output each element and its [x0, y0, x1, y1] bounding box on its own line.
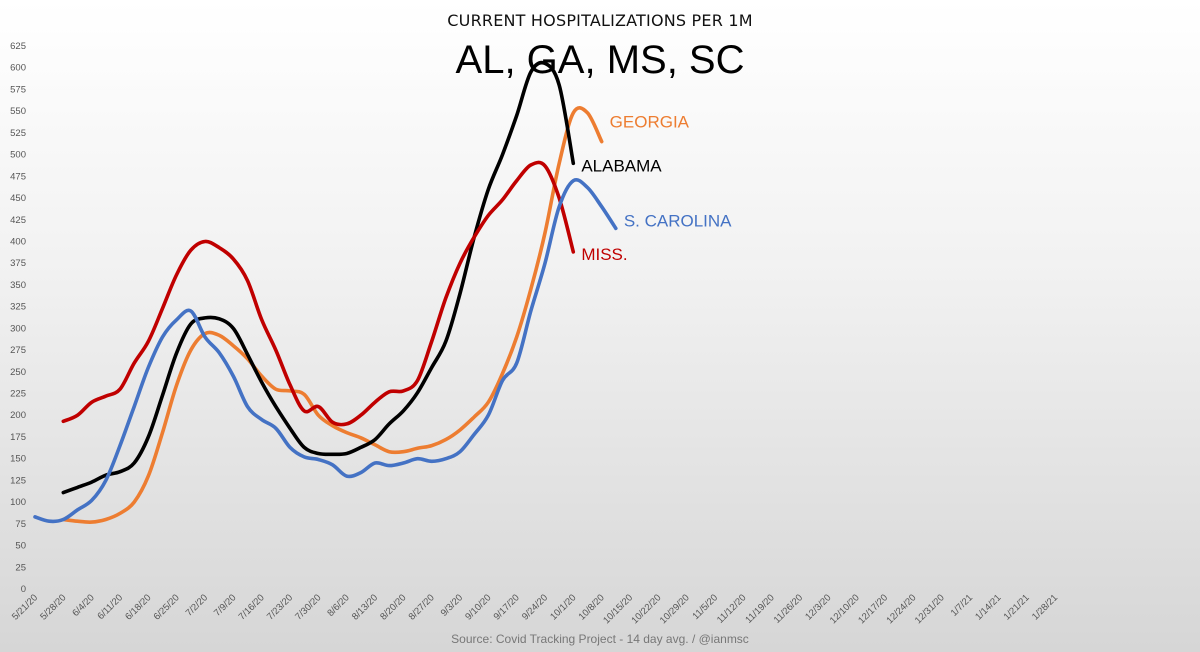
series-lines: [33, 60, 618, 524]
y-tick-label: 625: [10, 41, 26, 52]
chart-source: Source: Covid Tracking Project - 14 day …: [451, 632, 749, 646]
series-label: ALABAMA: [581, 156, 662, 175]
y-tick-label: 125: [10, 475, 26, 486]
x-tick-label: 9/17/20: [492, 592, 522, 622]
y-tick-label: 275: [10, 345, 26, 356]
x-tick-label: 11/12/20: [715, 592, 748, 625]
x-tick-label: 1/21/21: [1002, 592, 1032, 622]
y-tick-label: 50: [15, 541, 26, 552]
x-tick-label: 7/9/20: [212, 592, 238, 618]
y-tick-label: 350: [10, 280, 26, 291]
x-tick-label: 1/28/21: [1030, 592, 1060, 622]
x-tick-label: 8/13/20: [350, 592, 380, 622]
y-tick-label: 325: [10, 302, 26, 313]
y-tick-label: 0: [21, 584, 26, 595]
y-tick-label: 500: [10, 150, 26, 161]
y-tick-label: 150: [10, 454, 26, 465]
x-tick-label: 12/24/20: [885, 592, 919, 626]
x-tick-label: 10/22/20: [630, 592, 664, 626]
y-tick-label: 525: [10, 128, 26, 139]
series-line-georgia: [61, 106, 604, 524]
x-tick-label: 11/19/20: [743, 592, 776, 625]
chart-subtitle: CURRENT HOSPITALIZATIONS PER 1M: [447, 11, 753, 30]
x-tick-label: 9/10/20: [463, 592, 493, 622]
y-tick-label: 375: [10, 258, 26, 269]
x-tick-label: 5/21/20: [10, 592, 40, 622]
x-tick-label: 8/27/20: [407, 592, 437, 622]
y-tick-label: 100: [10, 497, 26, 508]
x-tick-label: 6/25/20: [152, 592, 182, 622]
x-tick-label: 7/2/20: [184, 592, 210, 618]
x-tick-label: 1/7/21: [949, 592, 975, 618]
x-tick-label: 7/23/20: [265, 592, 295, 622]
y-tick-label: 25: [15, 562, 26, 573]
y-tick-label: 400: [10, 236, 26, 247]
series-labels: GEORGIA ALABAMA MISS. S. CAROLINA: [581, 113, 732, 264]
series-label: GEORGIA: [610, 113, 690, 132]
series-line-s-carolina: [33, 178, 618, 524]
x-tick-label: 7/30/20: [293, 592, 323, 622]
y-tick-label: 425: [10, 215, 26, 226]
y-tick-label: 300: [10, 323, 26, 334]
y-tick-label: 575: [10, 84, 26, 95]
y-tick-label: 600: [10, 63, 26, 74]
series-line-alabama: [61, 60, 576, 495]
y-tick-label: 475: [10, 171, 26, 182]
x-tick-label: 12/31/20: [913, 592, 947, 626]
y-tick-label: 175: [10, 432, 26, 443]
chart-title: AL, GA, MS, SC: [455, 38, 745, 82]
x-tick-label: 6/11/20: [95, 592, 125, 622]
x-tick-label: 12/10/20: [828, 592, 862, 626]
x-tick-label: 12/17/20: [856, 592, 890, 626]
x-tick-label: 9/24/20: [520, 592, 550, 622]
x-tick-label: 6/4/20: [70, 592, 96, 618]
y-tick-label: 225: [10, 389, 26, 400]
x-tick-label: 10/15/20: [601, 592, 635, 626]
series-label: S. CAROLINA: [624, 211, 732, 230]
y-tick-label: 200: [10, 410, 26, 421]
y-tick-label: 250: [10, 367, 26, 378]
x-tick-label: 1/14/21: [973, 592, 1003, 622]
x-tick-label: 9/3/20: [439, 592, 465, 618]
x-tick-label: 11/26/20: [772, 592, 805, 625]
x-axis: 5/21/205/28/20 6/4/206/11/206/18/206/25/2…: [10, 592, 1060, 626]
x-tick-label: 10/1/20: [548, 592, 578, 622]
x-tick-label: 6/18/20: [123, 592, 153, 622]
x-tick-label: 5/28/20: [38, 592, 68, 622]
y-tick-label: 450: [10, 193, 26, 204]
series-line-miss: [61, 160, 576, 427]
x-tick-label: 10/29/20: [658, 592, 692, 626]
x-tick-label: 8/6/20: [325, 592, 351, 618]
y-tick-label: 75: [15, 519, 26, 530]
x-tick-label: 8/20/20: [378, 592, 408, 622]
x-tick-label: 7/16/20: [237, 592, 267, 622]
y-axis: 0 25 50 75 100 125 150 175 200 225 250 275 300 325 350…: [10, 41, 26, 595]
series-label: MISS.: [581, 245, 627, 264]
y-tick-label: 550: [10, 106, 26, 117]
